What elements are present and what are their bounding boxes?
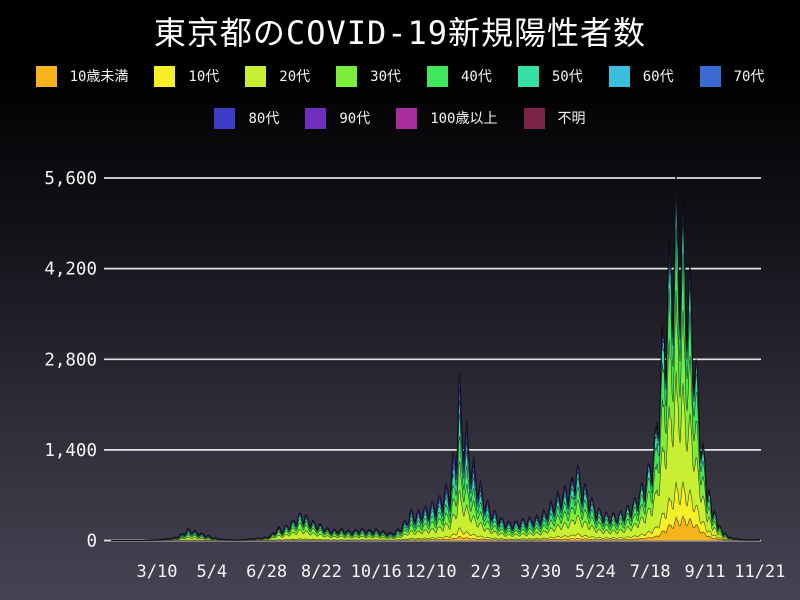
legend-item: 10歳未満	[35, 65, 129, 87]
x-axis-label: 3/10	[137, 562, 178, 582]
x-axis-label: 6/28	[246, 562, 287, 582]
legend-label: 80代	[248, 111, 280, 127]
legend-label: 20代	[279, 69, 311, 85]
legend-row-2: 80代 90代 100歳以上 不明	[0, 106, 800, 130]
area-series-11	[111, 158, 760, 541]
y-axis-label: 2,800	[44, 350, 97, 370]
y-axis-label: 5,600	[44, 169, 97, 189]
legend-item: 50代	[517, 65, 583, 87]
legend-label: 10歳未満	[69, 69, 129, 85]
legend-swatch	[336, 65, 358, 87]
legend-label: 40代	[461, 69, 492, 85]
legend-label: 30代	[370, 69, 401, 85]
legend-item: 80代	[214, 107, 280, 129]
legend-swatch	[608, 65, 630, 87]
legend-row-1: 10歳未満 10代 20代 30代 40代 50代 60代 70代	[0, 64, 800, 88]
legend-item: 不明	[523, 107, 586, 129]
legend-item: 70代	[699, 65, 765, 87]
legend-label: 90代	[339, 111, 371, 127]
legend-swatch	[523, 107, 545, 129]
legend-swatch	[305, 107, 327, 129]
x-axis-label: 10/16	[351, 562, 402, 582]
legend-item: 30代	[336, 65, 401, 87]
legend-label: 50代	[551, 69, 583, 85]
y-axis-label: 4,200	[44, 260, 97, 280]
legend-label: 100歳以上	[430, 111, 498, 127]
y-axis-labels: 0 1,400 2,800 4,200 5,600	[44, 169, 97, 552]
legend-swatch	[245, 65, 267, 87]
x-axis-label: 9/11	[685, 562, 726, 582]
legend-swatch	[517, 65, 539, 87]
legend-label: 10代	[188, 69, 220, 85]
x-axis-label: 5/24	[575, 562, 616, 582]
legend-item: 60代	[608, 65, 674, 87]
legend-item: 10代	[154, 65, 220, 87]
x-axis-label: 7/18	[630, 562, 671, 582]
x-axis-label: 12/10	[405, 562, 456, 582]
legend-item: 100歳以上	[396, 107, 498, 129]
stacked-areas	[110, 158, 761, 541]
legend-label: 60代	[642, 69, 674, 85]
x-axis-labels: 3/10 5/4 6/28 8/22 10/16 12/10 2/3 3/30 5/24 7/18…	[137, 562, 786, 582]
x-axis-label: 11/21	[734, 562, 785, 582]
legend-swatch	[699, 65, 721, 87]
x-axis-label: 8/22	[301, 562, 342, 582]
legend-label: 70代	[733, 69, 765, 85]
legend-swatch	[35, 65, 57, 87]
x-axis-label: 3/30	[520, 562, 561, 582]
x-axis-label: 5/4	[196, 562, 227, 582]
legend-swatch	[214, 107, 236, 129]
x-axis-label: 2/3	[470, 562, 501, 582]
legend-swatch	[154, 65, 176, 87]
chart-title: 東京都のCOVID-19新規陽性者数	[153, 14, 647, 52]
legend-swatch	[427, 65, 448, 87]
legend-item: 90代	[305, 107, 371, 129]
legend-label: 不明	[557, 111, 586, 127]
legend-item: 20代	[245, 65, 311, 87]
legend-item: 40代	[427, 65, 492, 87]
y-axis-label: 1,400	[44, 441, 97, 461]
y-axis-label: 0	[86, 532, 97, 552]
legend: 10歳未満 10代 20代 30代 40代 50代 60代 70代 80代 90代 100歳以上 不…	[0, 64, 800, 148]
legend-swatch	[396, 107, 418, 129]
